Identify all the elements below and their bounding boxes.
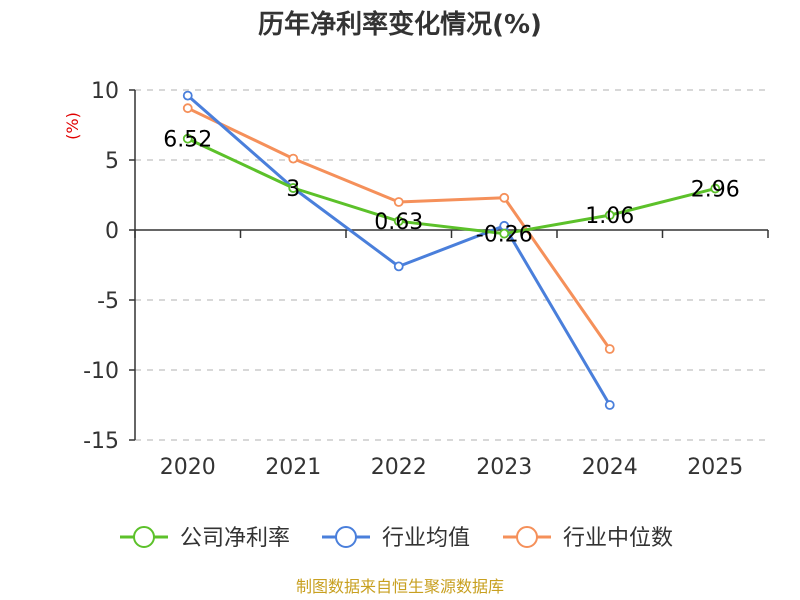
data-point [393, 261, 404, 272]
data-point [604, 344, 615, 354]
source-note: 制图数据来自恒生聚源数据库 [296, 577, 504, 596]
data-label: 2.96 [691, 178, 740, 203]
grid-lines [135, 89, 768, 441]
data-point [182, 90, 193, 101]
legend-label: 公司净利率 [180, 526, 290, 551]
data-label: -0.26 [476, 223, 533, 248]
y-tick-label: -15 [83, 429, 119, 454]
data-point [288, 153, 299, 164]
x-tick-label: 2022 [371, 455, 427, 480]
chart-title: 历年净利率变化情况(%) [258, 9, 542, 40]
data-label: 0.63 [374, 210, 423, 235]
data-point [499, 192, 510, 203]
data-point [499, 228, 510, 239]
series-line [187, 137, 716, 236]
data-label: 1.06 [585, 204, 634, 229]
series-lines [182, 90, 721, 410]
x-tick-label: 2024 [582, 455, 638, 480]
axes: 10 5 0 -5 -10 -15 2020 2021 2022 2023 2024 2025 [83, 79, 769, 480]
data-point [393, 216, 404, 227]
y-axis-unit-label: (%) [63, 112, 82, 140]
y-tick-label: 5 [105, 149, 119, 174]
data-labels: 6.52 3 0.63 -0.26 1.06 2.96 [163, 128, 739, 248]
data-point [182, 133, 193, 144]
data-point [182, 103, 193, 114]
legend-label: 行业均值 [382, 526, 470, 551]
data-point [710, 183, 721, 194]
legend: 公司净利率 行业均值 行业中位数 [120, 526, 673, 551]
legend-swatch-marker [133, 526, 155, 548]
series-line [186, 94, 612, 406]
data-point [604, 400, 615, 410]
legend-swatch-marker [516, 526, 538, 548]
x-tick-label: 2025 [687, 455, 743, 480]
data-point [288, 183, 299, 193]
x-tick-label: 2023 [476, 455, 532, 480]
x-tick-label: 2021 [265, 455, 321, 480]
data-point [393, 197, 404, 207]
data-label: 3 [286, 177, 300, 202]
y-tick-label: -5 [97, 289, 119, 314]
y-tick-label: 10 [91, 79, 119, 104]
legend-swatch-marker [335, 526, 357, 548]
data-point [604, 210, 615, 221]
y-tick-label: -10 [83, 359, 119, 384]
legend-label: 行业中位数 [563, 526, 673, 551]
data-label: 6.52 [163, 128, 212, 153]
y-tick-label: 0 [105, 219, 119, 244]
x-tick-label: 2020 [160, 455, 216, 480]
